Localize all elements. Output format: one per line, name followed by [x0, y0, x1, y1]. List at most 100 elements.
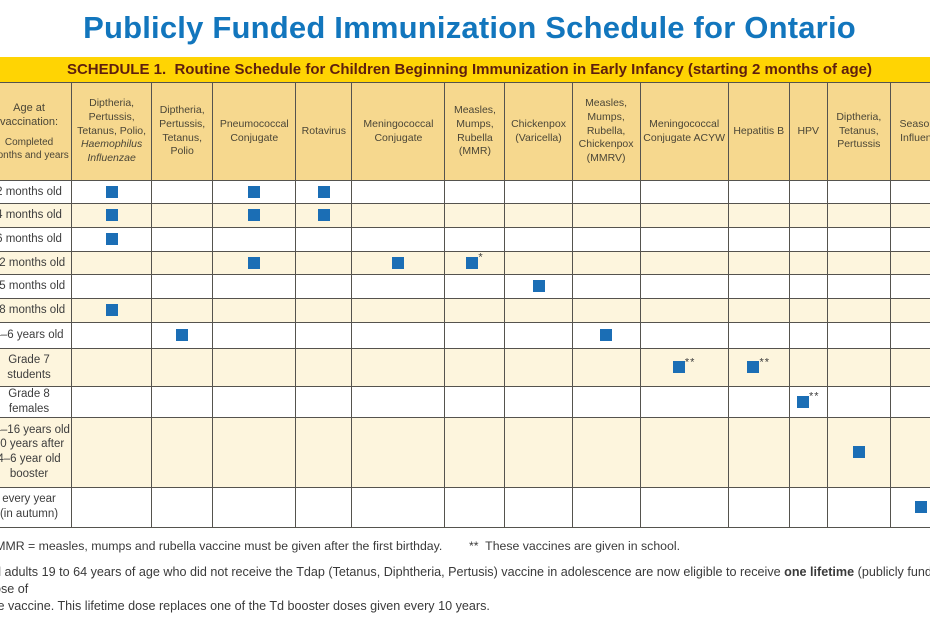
- schedule-cell: [295, 386, 353, 418]
- schedule-cell: [727, 386, 790, 418]
- dose-mark: [317, 185, 330, 198]
- schedule-cell: [571, 227, 641, 252]
- schedule-cell: [504, 180, 573, 204]
- column-header-vaccine-6: Measles, Mumps, Rubella (MMR): [444, 82, 506, 181]
- dose-mark: [105, 304, 118, 317]
- dose-mark: [248, 256, 261, 269]
- dose-mark: [176, 329, 189, 342]
- dose-mark: [600, 329, 613, 342]
- schedule-cell: [571, 180, 641, 204]
- schedule-cell: [788, 274, 828, 299]
- footnote-marker: *: [478, 251, 484, 264]
- column-header-vaccine-3: Pneumococcal Conjugate: [212, 82, 297, 181]
- schedule-cell: [727, 274, 790, 299]
- dose-mark: [248, 209, 261, 222]
- schedule-cell: [151, 348, 214, 387]
- schedule-cell: [504, 348, 573, 387]
- dose-mark: [796, 395, 809, 408]
- schedule-cell: [71, 203, 153, 228]
- table-row: every year (in autumn): [0, 486, 930, 528]
- schedule-cell: [71, 180, 153, 204]
- schedule-cell: [295, 486, 353, 528]
- column-header-vaccine-11: HPV: [788, 82, 828, 181]
- schedule-cell: [212, 274, 297, 299]
- schedule-cell: [295, 298, 353, 323]
- footnote-school: ** These vaccines are given in school.: [469, 538, 680, 553]
- schedule-cell: [889, 348, 930, 387]
- schedule-cell: [788, 298, 828, 323]
- row-label-age: 18 months old: [0, 298, 73, 323]
- schedule-cell: [71, 227, 153, 252]
- row-label-age: every year (in autumn): [0, 486, 73, 528]
- dose-mark: [672, 361, 685, 374]
- table-row: Grade 8 females **: [0, 386, 930, 418]
- schedule-cell: [295, 274, 353, 299]
- schedule-cell: [639, 298, 729, 323]
- tdap-note-post: (publicly funded) dose of: [0, 564, 930, 596]
- schedule-cell: [788, 416, 828, 488]
- schedule-cell: [571, 386, 641, 418]
- schedule-cell: [889, 386, 930, 418]
- table-row: 6 months old: [0, 227, 930, 252]
- schedule-cell: [826, 180, 891, 204]
- document: Publicly Funded Immunization Schedule fo…: [0, 8, 930, 620]
- schedule-cell: [151, 416, 214, 488]
- schedule-cell: [351, 416, 446, 488]
- schedule-cell: [889, 486, 930, 528]
- schedule-cell: [639, 486, 729, 528]
- schedule-cell: [639, 251, 729, 275]
- schedule-cell: [788, 251, 828, 275]
- schedule-cell: [295, 203, 353, 228]
- dose-mark: [105, 209, 118, 222]
- schedule-cell: [571, 348, 641, 387]
- schedule-cell: [212, 348, 297, 387]
- schedule-cell: [826, 298, 891, 323]
- footnote-marker: **: [684, 356, 696, 369]
- schedule-cell: [295, 348, 353, 387]
- schedule-cell: [639, 274, 729, 299]
- table-row: Grade 7 students ** **: [0, 348, 930, 387]
- schedule-cell: [889, 274, 930, 299]
- schedule-cell: [504, 203, 573, 228]
- schedule-cell: [504, 322, 573, 349]
- dose-mark: [915, 501, 928, 514]
- schedule-cell: [889, 227, 930, 252]
- dose-mark: [466, 256, 479, 269]
- column-header-vaccine-4: Rotavirus: [295, 82, 353, 181]
- schedule-cell: [788, 180, 828, 204]
- schedule-cell: **: [639, 348, 729, 387]
- age-header-primary: Age at vaccination:: [0, 101, 59, 128]
- schedule-cell: [826, 251, 891, 275]
- schedule-cell: [351, 386, 446, 418]
- schedule-cell: **: [727, 348, 790, 387]
- schedule-cell: [444, 348, 506, 387]
- schedule-cell: [71, 348, 153, 387]
- schedule-cell: [295, 251, 353, 275]
- schedule-cell: [826, 322, 891, 349]
- column-header-vaccine-5: Meningococcal Conjugate: [351, 82, 446, 181]
- footnote-mmr: * MMR = measles, mumps and rubella vacci…: [0, 538, 443, 553]
- schedule-cell: [727, 227, 790, 252]
- schedule-cell: [351, 251, 446, 275]
- schedule-banner: SCHEDULE 1. Routine Schedule for Childre…: [0, 57, 930, 82]
- schedule-cell: [889, 416, 930, 488]
- tdap-note-bold: one lifetime: [784, 564, 855, 579]
- row-label-age: Grade 8 females: [0, 386, 73, 418]
- column-header-vaccine-10: Hepatitis B: [727, 82, 790, 181]
- schedule-cell: [788, 486, 828, 528]
- schedule-cell: [212, 486, 297, 528]
- schedule-cell: [504, 251, 573, 275]
- schedule-cell: [151, 486, 214, 528]
- schedule-cell: [639, 386, 729, 418]
- dose-mark: [532, 280, 545, 293]
- page-title: Publicly Funded Immunization Schedule fo…: [83, 10, 856, 45]
- immunization-table: Age at vaccination: Completed months and…: [0, 82, 930, 528]
- schedule-cell: [571, 274, 641, 299]
- schedule-cell: [295, 416, 353, 488]
- schedule-cell: [212, 180, 297, 204]
- tdap-note-pre: All adults 19 to 64 years of age who did…: [0, 564, 785, 579]
- schedule-cell: [639, 203, 729, 228]
- row-label-age: 14–16 years old 10 years after 4–6 year …: [0, 416, 73, 488]
- schedule-cell: [71, 251, 153, 275]
- schedule-cell: [71, 386, 153, 418]
